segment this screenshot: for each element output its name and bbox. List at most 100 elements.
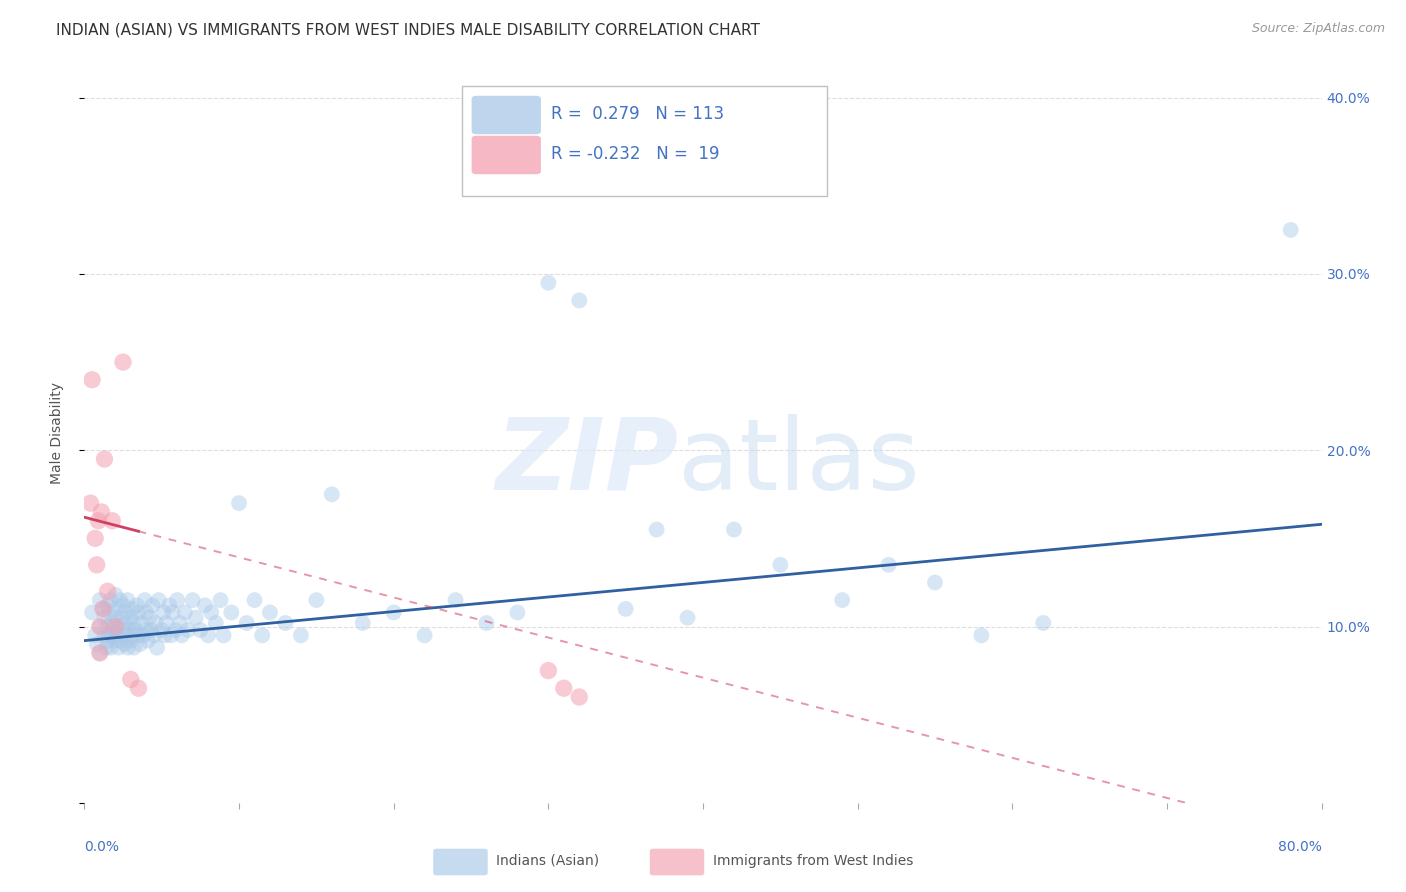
FancyBboxPatch shape <box>461 87 827 195</box>
Point <box>122 640 145 655</box>
Point <box>153 628 176 642</box>
Point <box>169 615 191 630</box>
Point <box>94 640 117 655</box>
Text: atlas: atlas <box>678 414 920 511</box>
Point <box>100 640 122 655</box>
Text: Source: ZipAtlas.com: Source: ZipAtlas.com <box>1251 22 1385 36</box>
Point <box>84 628 107 642</box>
Point <box>91 602 114 616</box>
Point <box>413 628 436 642</box>
Point <box>104 588 127 602</box>
Point <box>166 593 188 607</box>
Point <box>197 628 219 642</box>
Point <box>135 623 157 637</box>
Text: 0.0%: 0.0% <box>84 840 120 854</box>
Point <box>114 637 136 651</box>
Text: R = -0.232   N =  19: R = -0.232 N = 19 <box>551 145 720 162</box>
Point <box>134 593 156 607</box>
Point <box>107 640 129 655</box>
Point <box>200 606 222 620</box>
Text: R =  0.279   N = 113: R = 0.279 N = 113 <box>551 104 724 122</box>
Point <box>143 628 166 642</box>
Point <box>160 628 183 642</box>
Point <box>352 615 374 630</box>
Point <box>120 633 142 648</box>
Point <box>135 606 157 620</box>
Point <box>145 615 167 630</box>
Point <box>114 606 136 620</box>
Point <box>162 606 184 620</box>
Point <box>93 452 115 467</box>
Point <box>205 615 228 630</box>
Point <box>537 276 560 290</box>
Point <box>155 615 177 630</box>
Point <box>104 633 127 648</box>
Point <box>115 615 138 630</box>
FancyBboxPatch shape <box>433 848 488 875</box>
Point <box>131 615 153 630</box>
Point <box>243 593 266 607</box>
Point <box>89 646 111 660</box>
Point <box>235 615 259 630</box>
Point <box>127 681 149 696</box>
Point <box>96 584 118 599</box>
Point <box>101 514 124 528</box>
Point <box>212 628 235 642</box>
Point <box>614 602 637 616</box>
Point <box>103 623 125 637</box>
Point <box>101 628 124 642</box>
Point <box>101 615 124 630</box>
Point <box>136 633 159 648</box>
Point <box>305 593 328 607</box>
Point <box>82 606 104 620</box>
Point <box>568 293 591 308</box>
Point <box>121 628 143 642</box>
Point <box>174 606 197 620</box>
Point <box>89 646 111 660</box>
Point <box>115 628 138 642</box>
Point <box>676 610 699 624</box>
Point <box>188 623 211 637</box>
FancyBboxPatch shape <box>471 95 541 135</box>
Point <box>120 610 142 624</box>
Point <box>274 615 297 630</box>
Point <box>108 633 131 648</box>
Point <box>290 628 312 642</box>
Point <box>382 606 405 620</box>
Point <box>125 599 148 613</box>
Point <box>108 593 131 607</box>
Point <box>645 523 668 537</box>
Point <box>141 599 163 613</box>
Point <box>146 640 169 655</box>
Point <box>209 593 232 607</box>
Y-axis label: Male Disability: Male Disability <box>49 382 63 483</box>
Point <box>93 610 115 624</box>
Point <box>152 606 174 620</box>
Point <box>877 558 900 572</box>
Point <box>86 558 108 572</box>
Point <box>475 615 498 630</box>
Point <box>165 623 187 637</box>
Point <box>107 619 129 633</box>
Point <box>96 633 118 648</box>
Point <box>127 606 149 620</box>
Point <box>970 628 993 642</box>
Point <box>138 610 160 624</box>
Point <box>84 532 107 546</box>
Point <box>79 496 101 510</box>
Point <box>121 602 143 616</box>
Point <box>93 628 115 642</box>
Point <box>82 373 104 387</box>
Point <box>139 623 162 637</box>
Point <box>90 505 112 519</box>
Point <box>129 637 152 651</box>
Point <box>184 610 207 624</box>
Point <box>769 558 792 572</box>
Point <box>98 606 121 620</box>
Point <box>104 610 127 624</box>
Point <box>259 606 281 620</box>
Point <box>104 619 127 633</box>
Point <box>159 599 180 613</box>
Point <box>98 626 121 640</box>
Point <box>120 673 142 687</box>
